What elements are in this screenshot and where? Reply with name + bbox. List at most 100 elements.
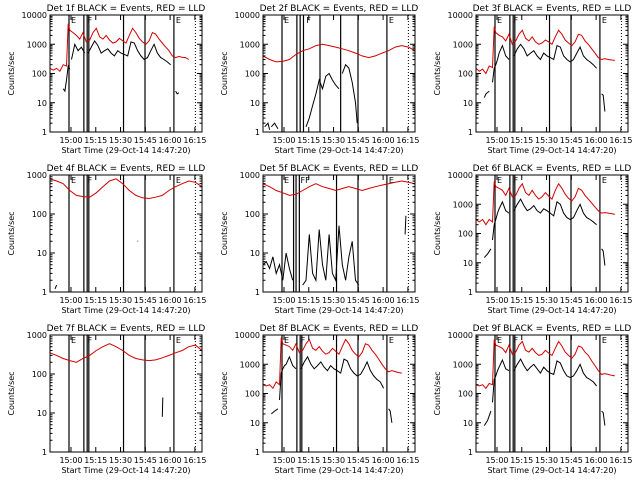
y-axis-label: Counts/sec xyxy=(7,371,16,415)
x-tick-label: 15:30 xyxy=(322,136,345,145)
plot-frame xyxy=(475,174,629,293)
x-tick-label: 16:15 xyxy=(609,136,632,145)
x-tick-label: 15:45 xyxy=(560,456,583,465)
y-axis-label: Counts/sec xyxy=(433,211,442,255)
interval-marker-label: E xyxy=(497,336,502,345)
detector-panel: Det 1f BLACK = Events, RED = LLD E F E 1 10 10… xyxy=(7,4,206,155)
x-tick-label: 15:45 xyxy=(560,296,583,305)
y-tick-label: 100 xyxy=(32,70,47,79)
interval-marker-label: F xyxy=(306,16,311,25)
interval-marker-label: FF xyxy=(301,176,311,185)
lld-series-line xyxy=(263,43,415,63)
interval-marker-label: E xyxy=(176,336,181,345)
y-tick-label: 10 xyxy=(463,259,473,268)
x-axis-label: Start Time (29-Oct-14 14:47:20) xyxy=(487,466,616,475)
y-tick-label: 1 xyxy=(255,448,260,457)
events-series-line xyxy=(601,410,606,426)
x-axis-label: Start Time (29-Oct-14 14:47:20) xyxy=(274,306,403,315)
x-tick-label: 16:00 xyxy=(159,296,182,305)
panel-title: Det 7f BLACK = Events, RED = LLD xyxy=(47,324,206,334)
y-axis-label: Counts/sec xyxy=(7,51,16,95)
events-series-line xyxy=(341,63,358,124)
events-series-line xyxy=(513,358,597,387)
detector-panel: Det 5f BLACK = Events, RED = LLD E FF E 1 10 1… xyxy=(220,164,419,315)
y-axis-label: Counts/sec xyxy=(433,371,442,415)
x-tick-label: 15:00 xyxy=(272,136,295,145)
interval-marker-label: F xyxy=(88,336,93,345)
x-tick-label: 16:00 xyxy=(585,296,608,305)
events-series-line xyxy=(270,408,279,415)
x-tick-label: 16:15 xyxy=(396,456,419,465)
y-tick-label: 10 xyxy=(250,99,260,108)
y-tick-label: 1000 xyxy=(27,171,47,180)
detector-panel: Det 2f BLACK = Events, RED = LLD E F E 1 10 10… xyxy=(220,4,419,155)
x-tick-label: 15:15 xyxy=(297,136,320,145)
detector-panel: Det 7f BLACK = Events, RED = LLD E F E 1 10 10… xyxy=(7,324,206,475)
plot-frame xyxy=(475,334,629,453)
y-tick-label: 1 xyxy=(42,128,47,137)
x-tick-label: 15:45 xyxy=(347,456,370,465)
x-tick-label: 16:00 xyxy=(585,136,608,145)
events-series-line xyxy=(305,72,340,127)
panel-title: Det 6f BLACK = Events, RED = LLD xyxy=(473,164,632,174)
y-tick-label: 1 xyxy=(255,128,260,137)
lld-series-line xyxy=(263,337,402,390)
y-tick-label: 100 xyxy=(458,230,473,239)
x-tick-label: 15:30 xyxy=(535,456,558,465)
y-tick-label: 100 xyxy=(32,210,47,219)
x-tick-label: 16:15 xyxy=(183,296,206,305)
plot-area xyxy=(50,15,196,132)
events-series-line xyxy=(161,397,164,417)
x-tick-label: 15:30 xyxy=(535,296,558,305)
y-tick-label: 1000 xyxy=(240,171,260,180)
y-tick-label: 1000 xyxy=(453,360,473,369)
x-tick-label: 15:00 xyxy=(59,456,82,465)
plot-area xyxy=(263,15,415,132)
lld-series-line xyxy=(50,343,202,363)
events-series-line xyxy=(175,90,180,95)
panel-title: Det 3f BLACK = Events, RED = LLD xyxy=(473,4,632,14)
events-series-line xyxy=(483,90,490,98)
events-series-line xyxy=(87,39,171,66)
x-tick-label: 16:00 xyxy=(372,136,395,145)
y-tick-label: 10 xyxy=(250,249,260,258)
events-series-line xyxy=(279,355,297,401)
x-tick-label: 15:30 xyxy=(535,136,558,145)
detector-panel: Det 3f BLACK = Events, RED = LLD E F E 1 10 10… xyxy=(433,4,632,155)
x-tick-label: 15:00 xyxy=(485,456,508,465)
plot-frame xyxy=(262,334,416,453)
x-tick-label: 15:30 xyxy=(322,456,345,465)
events-series-line xyxy=(62,64,71,93)
panel-title: Det 1f BLACK = Events, RED = LLD xyxy=(47,4,206,14)
y-tick-label: 1 xyxy=(468,288,473,297)
events-series-line xyxy=(270,122,279,129)
x-tick-label: 15:00 xyxy=(485,296,508,305)
y-tick-label: 10000 xyxy=(448,331,473,340)
events-series-line xyxy=(492,44,510,83)
lld-series-line xyxy=(476,26,615,75)
x-tick-label: 15:45 xyxy=(134,136,157,145)
x-tick-label: 15:00 xyxy=(59,136,82,145)
y-tick-label: 10 xyxy=(463,99,473,108)
interval-marker-label: E xyxy=(284,336,289,345)
interval-marker-label: E xyxy=(389,176,394,185)
detector-panel: Det 6f BLACK = Events, RED = LLD E F E 1 10 10… xyxy=(433,164,632,315)
panel-title: Det 8f BLACK = Events, RED = LLD xyxy=(260,324,419,334)
x-tick-label: 15:00 xyxy=(272,296,295,305)
x-axis-label: Start Time (29-Oct-14 14:47:20) xyxy=(61,466,190,475)
y-tick-label: 1000 xyxy=(27,331,47,340)
x-tick-label: 15:15 xyxy=(510,456,533,465)
panel-title: Det 9f BLACK = Events, RED = LLD xyxy=(473,324,632,334)
x-tick-label: 16:00 xyxy=(372,296,395,305)
x-axis-label: Start Time (29-Oct-14 14:47:20) xyxy=(274,146,403,155)
lld-series-line xyxy=(263,180,415,196)
y-tick-label: 10000 xyxy=(22,11,47,20)
x-tick-label: 16:15 xyxy=(183,136,206,145)
y-tick-label: 100 xyxy=(245,210,260,219)
plot-area xyxy=(50,175,202,292)
events-series-line xyxy=(601,248,606,266)
events-series-line xyxy=(302,225,360,286)
x-tick-label: 15:15 xyxy=(510,136,533,145)
interval-marker-label: E xyxy=(71,176,76,185)
